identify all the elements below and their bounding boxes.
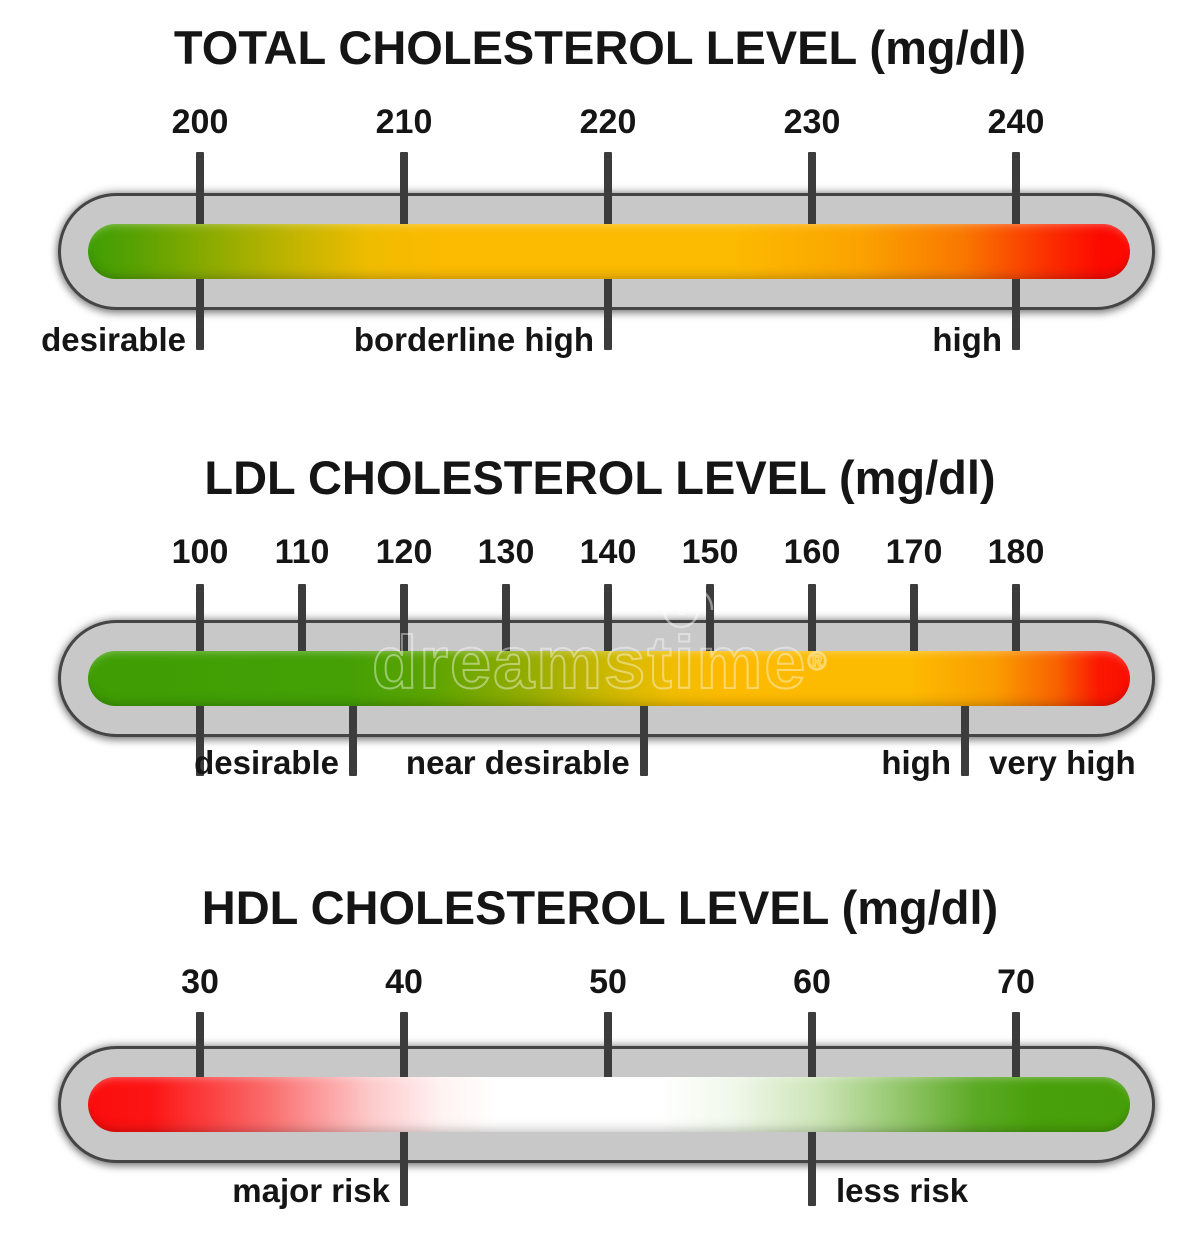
hdl-cholesterol-axis-tick-label: 40 bbox=[385, 963, 423, 1001]
hdl-cholesterol-range-tick bbox=[400, 1129, 408, 1206]
ldl-cholesterol-range-label: near desirable bbox=[405, 744, 630, 781]
total-cholesterol-axis-tick-label: 230 bbox=[783, 103, 841, 141]
ldl-cholesterol-axis-tick bbox=[1012, 584, 1020, 654]
total-cholesterol-range-tick bbox=[1012, 276, 1020, 350]
hdl-cholesterol-range-tick bbox=[808, 1129, 816, 1206]
ldl-cholesterol-axis-tick-label: 150 bbox=[681, 533, 739, 571]
hdl-cholesterol-axis-tick bbox=[604, 1012, 612, 1080]
ldl-cholesterol-title: LDL CHOLESTEROL LEVEL (mg/dl) bbox=[204, 451, 996, 504]
ldl-cholesterol-axis-tick bbox=[400, 584, 408, 654]
ldl-cholesterol-axis-tick bbox=[910, 584, 918, 654]
ldl-cholesterol-axis-tick-label: 110 bbox=[274, 533, 330, 571]
ldl-cholesterol-range-tick bbox=[349, 703, 357, 776]
hdl-cholesterol-axis-tick-label: 30 bbox=[181, 963, 219, 1001]
ldl-cholesterol-axis-tick bbox=[298, 584, 306, 654]
ldl-cholesterol-range-label: high bbox=[881, 744, 951, 781]
total-cholesterol-range-label: borderline high bbox=[353, 321, 594, 358]
total-cholesterol-title: TOTAL CHOLESTEROL LEVEL (mg/dl) bbox=[173, 21, 1027, 74]
hdl-cholesterol-title: HDL CHOLESTEROL LEVEL (mg/dl) bbox=[201, 881, 999, 934]
ldl-cholesterol-axis-tick bbox=[604, 584, 612, 654]
total-cholesterol-axis-tick-label: 210 bbox=[375, 103, 433, 141]
ldl-cholesterol-gradient-bar bbox=[88, 651, 1130, 706]
ldl-cholesterol-axis-tick bbox=[706, 584, 714, 654]
total-cholesterol-range-tick bbox=[196, 276, 204, 350]
ldl-cholesterol-range-tick bbox=[196, 703, 204, 776]
ldl-cholesterol-axis-tick-label: 120 bbox=[375, 533, 433, 571]
hdl-cholesterol-axis-tick-label: 50 bbox=[589, 963, 627, 1001]
ldl-cholesterol-axis-tick-label: 140 bbox=[579, 533, 637, 571]
hdl-cholesterol-axis-tick bbox=[808, 1012, 816, 1080]
hdl-cholesterol-axis-tick bbox=[400, 1012, 408, 1080]
total-cholesterol-axis-tick bbox=[196, 152, 204, 227]
total-cholesterol-axis-tick bbox=[1012, 152, 1020, 227]
ldl-cholesterol-axis-tick-label: 180 bbox=[987, 533, 1045, 571]
hdl-cholesterol-axis-tick-label: 60 bbox=[793, 963, 831, 1001]
ldl-cholesterol-axis-tick-label: 130 bbox=[477, 533, 535, 571]
total-cholesterol-range-label: desirable bbox=[41, 321, 186, 358]
total-cholesterol-axis-tick-label: 220 bbox=[579, 103, 637, 141]
ldl-cholesterol-range-label: very high bbox=[989, 744, 1136, 781]
ldl-cholesterol-axis-tick bbox=[196, 584, 204, 654]
total-cholesterol-range-tick bbox=[604, 276, 612, 350]
ldl-cholesterol-axis-tick bbox=[502, 584, 510, 654]
total-cholesterol-axis-tick bbox=[808, 152, 816, 227]
total-cholesterol-gradient-bar bbox=[88, 224, 1130, 279]
ldl-cholesterol-axis-tick bbox=[808, 584, 816, 654]
ldl-cholesterol-range-tick bbox=[961, 703, 969, 776]
total-cholesterol-axis-tick-label: 200 bbox=[171, 103, 229, 141]
hdl-cholesterol-axis-tick bbox=[1012, 1012, 1020, 1080]
ldl-cholesterol-axis-tick-label: 170 bbox=[885, 533, 943, 571]
hdl-cholesterol-range-label: major risk bbox=[232, 1172, 390, 1209]
hdl-cholesterol-axis-tick bbox=[196, 1012, 204, 1080]
hdl-cholesterol-gradient-bar bbox=[88, 1077, 1130, 1132]
total-cholesterol-axis-tick-label: 240 bbox=[987, 103, 1045, 141]
total-cholesterol-axis-tick bbox=[604, 152, 612, 227]
ldl-cholesterol-range-tick bbox=[639, 703, 648, 776]
total-cholesterol-axis-tick bbox=[400, 152, 408, 227]
hdl-cholesterol-axis-tick-label: 70 bbox=[997, 963, 1035, 1001]
hdl-cholesterol-range-label: less risk bbox=[836, 1172, 969, 1209]
ldl-cholesterol-range-label: desirable bbox=[194, 744, 339, 781]
total-cholesterol-range-label: high bbox=[932, 321, 1002, 358]
ldl-cholesterol-axis-tick-label: 160 bbox=[783, 533, 841, 571]
ldl-cholesterol-axis-tick-label: 100 bbox=[171, 533, 229, 571]
